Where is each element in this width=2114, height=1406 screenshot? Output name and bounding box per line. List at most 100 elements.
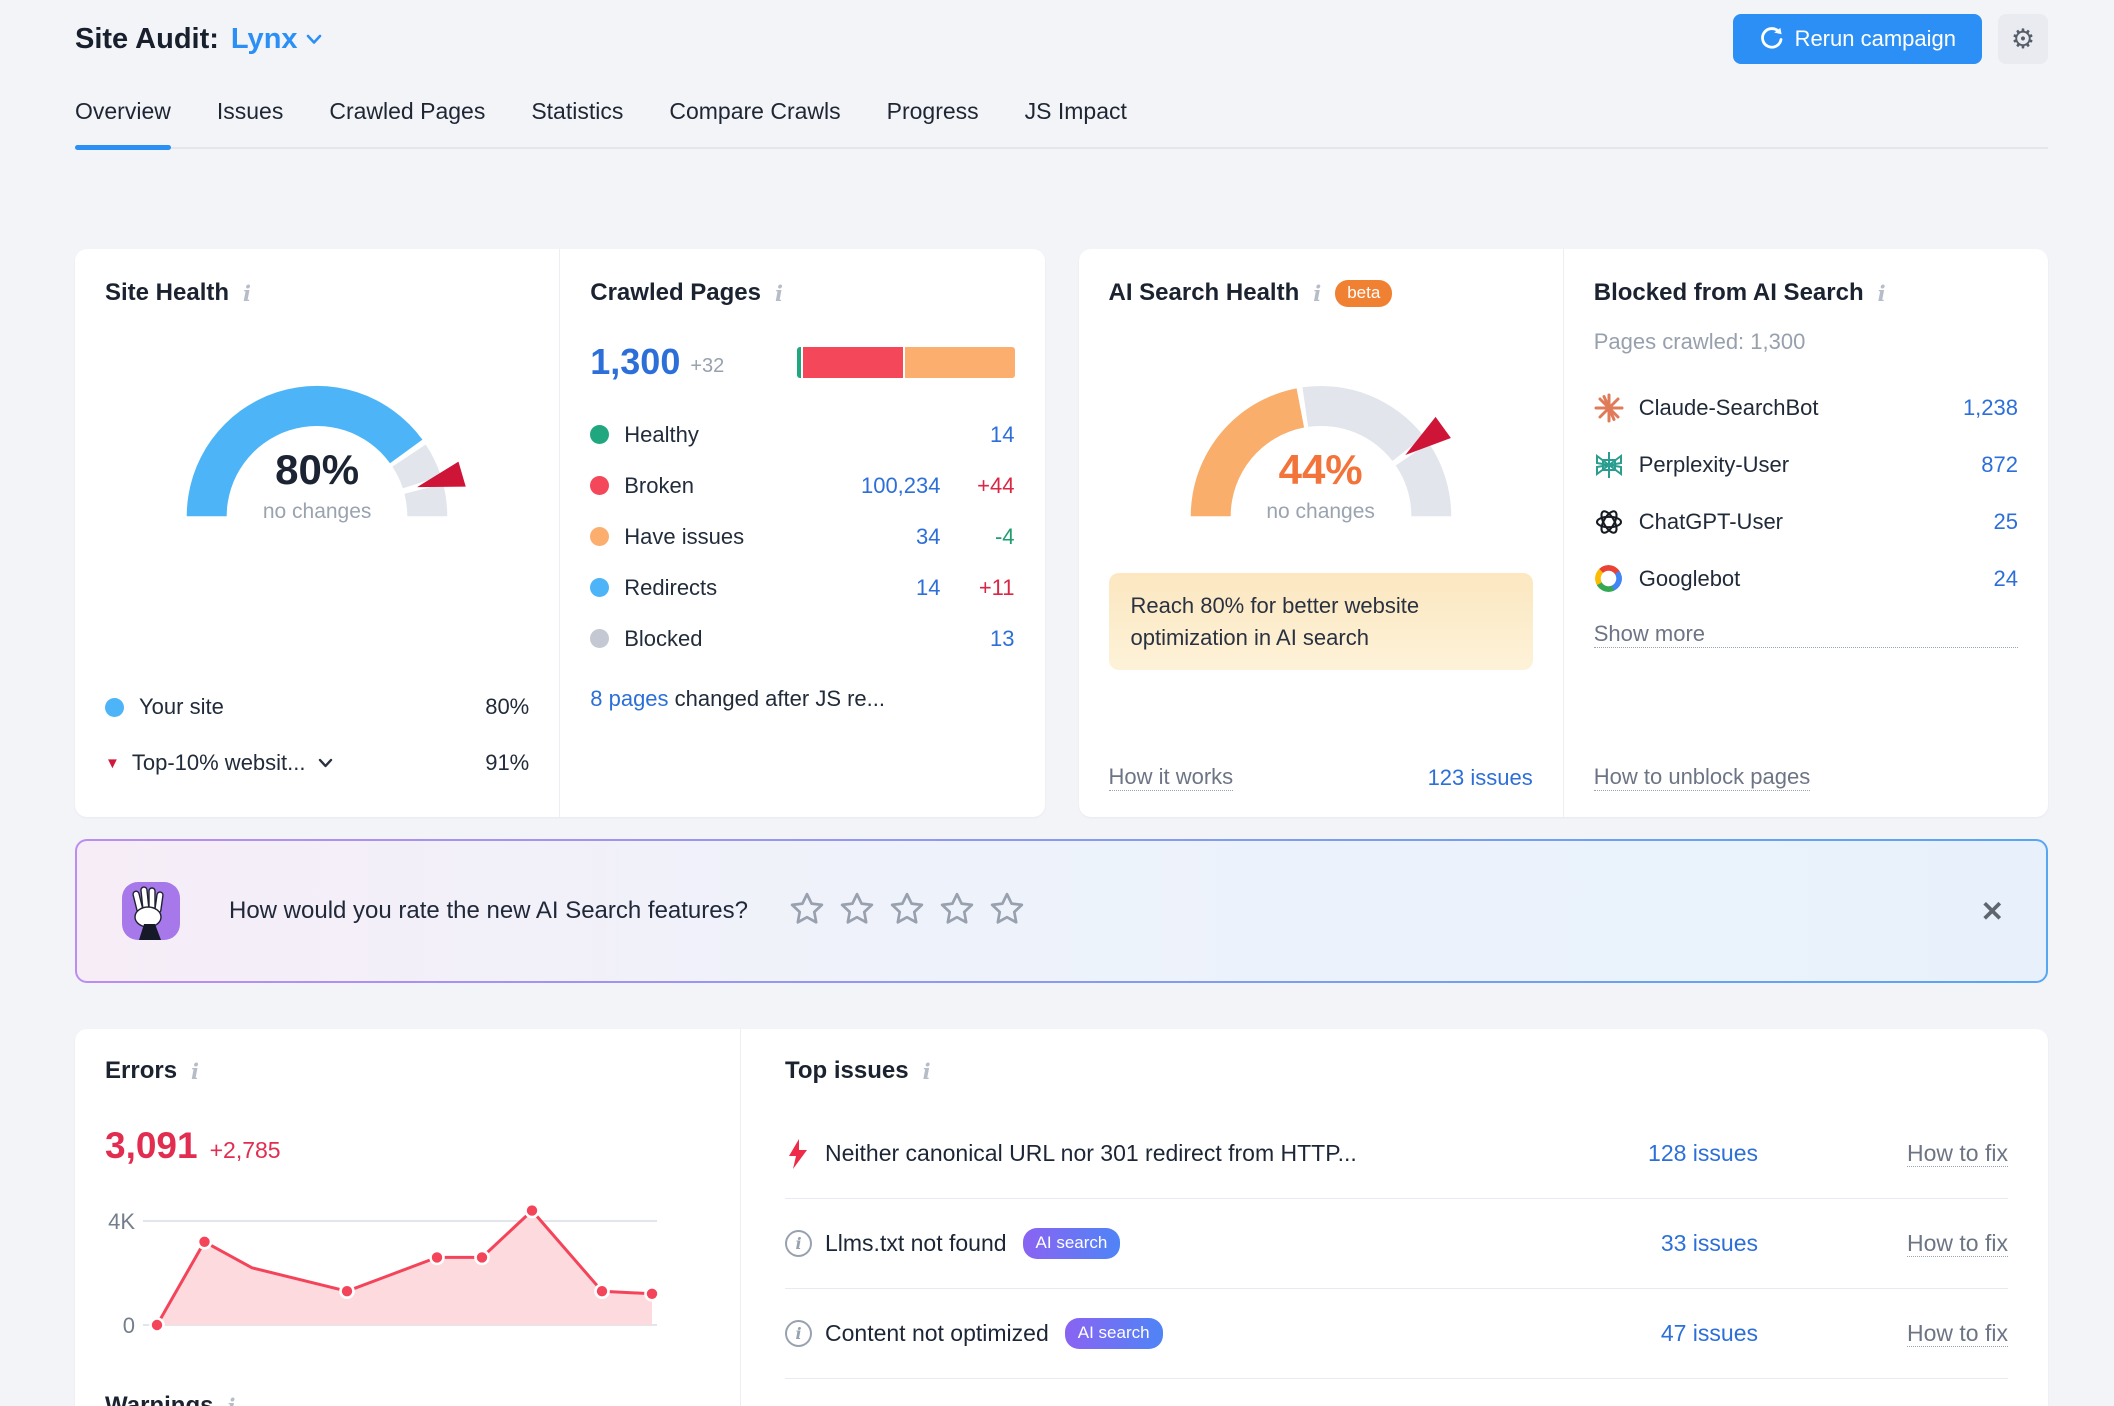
issue-row-canonical: Neither canonical URL nor 301 redirect f… [785, 1109, 2008, 1199]
bot-row-googlebot: Googlebot 24 [1594, 550, 2018, 607]
errors-card: Errors i 3,091 +2,785 4K 0 Warnings i [75, 1029, 740, 1406]
tab-issues[interactable]: Issues [216, 98, 284, 124]
top-issues-card: Top issues i Neither canonical URL nor 3… [741, 1029, 2048, 1406]
rerun-campaign-button[interactable]: Rerun campaign [1732, 14, 1982, 64]
settings-button[interactable]: ⚙ [1998, 14, 2048, 64]
googlebot-icon [1594, 564, 1624, 594]
pages-crawled-subtitle: Pages crawled: 1,300 [1593, 329, 1806, 354]
issue-text: Content not optimized [825, 1320, 1049, 1346]
stat-row-blocked: Blocked 13 [590, 613, 1015, 664]
stat-row-healthy: Healthy 14 [590, 409, 1015, 460]
chevron-down-icon [318, 758, 332, 768]
tab-statistics[interactable]: Statistics [531, 98, 624, 124]
error-lightning-icon [785, 1138, 825, 1170]
star-icon[interactable] [838, 890, 876, 933]
show-more-link[interactable]: Show more [1593, 621, 2018, 648]
tab-crawled-pages[interactable]: Crawled Pages [329, 98, 486, 124]
bot-name: Claude-SearchBot [1638, 394, 1819, 420]
bot-row-claude: Claude-SearchBot 1,238 [1594, 379, 2018, 436]
chevron-down-icon [306, 34, 321, 44]
stat-label: Redirects [624, 574, 718, 600]
ai-search-badge: AI search [1022, 1228, 1121, 1259]
tab-bar: Overview Issues Crawled Pages Statistics… [75, 98, 2048, 150]
refresh-icon [1760, 27, 1782, 49]
stat-value-link[interactable]: 100,234 [860, 472, 941, 498]
info-icon[interactable]: i [1313, 280, 1322, 306]
bot-count-link[interactable]: 872 [1981, 451, 2018, 477]
summary-cards: Site Health i 80% no changes Your site 8… [75, 249, 2048, 817]
bot-count-link[interactable]: 1,238 [1962, 394, 2018, 420]
tab-overview[interactable]: Overview [75, 98, 171, 150]
broken-dot [590, 476, 610, 495]
stat-row-have-issues: Have issues 34 -4 [590, 511, 1015, 562]
stat-delta: +11 [978, 574, 1015, 600]
divider [1562, 249, 1564, 817]
star-icon[interactable] [988, 890, 1026, 933]
how-to-fix-link[interactable]: How to fix [1907, 1230, 2008, 1257]
info-icon[interactable]: i [1877, 280, 1886, 306]
ai-health-notice: Reach 80% for better website optimizatio… [1108, 572, 1533, 671]
bot-count-link[interactable]: 24 [1993, 565, 2018, 591]
have-issues-dot [590, 527, 610, 546]
errors-trend-chart: 4K 0 [105, 1195, 710, 1352]
project-selector[interactable]: Lynx [231, 23, 322, 56]
info-icon[interactable]: i [775, 280, 783, 306]
stat-label: Blocked [624, 625, 703, 651]
info-icon[interactable]: i [227, 1393, 236, 1406]
ai-issues-link[interactable]: 123 issues [1427, 764, 1533, 790]
gear-icon: ⚙ [2010, 24, 2036, 54]
stat-value-link[interactable]: 14 [990, 421, 1015, 447]
benchmark-marker-icon: ▼ [105, 754, 120, 772]
star-icon[interactable] [788, 890, 826, 933]
stat-label: Broken [624, 472, 694, 498]
blocked-dot [590, 629, 610, 648]
rating-question: How would you rate the new AI Search fea… [229, 897, 748, 924]
stat-label: Have issues [624, 523, 745, 549]
benchmark-selector[interactable]: Top-10% websit... [132, 750, 485, 776]
errors-title: Errors [105, 1057, 178, 1084]
footnote-text: changed after JS re... [668, 686, 886, 711]
stat-value-link[interactable]: 13 [990, 625, 1015, 651]
bot-count-link[interactable]: 25 [1993, 508, 2018, 534]
blocked-bots-list: Claude-SearchBot 1,238 Perplexity-User 8… [1594, 379, 2018, 607]
site-health-card: Site Health i 80% no changes Your site 8… [75, 249, 559, 817]
stat-row-broken: Broken 100,234 +44 [590, 460, 1015, 511]
blocked-from-ai-card: Blocked from AI Search i Pages crawled: … [1564, 249, 2048, 817]
panel-ai-search: AI Search Health i beta 44% no changes R… [1078, 249, 2048, 817]
info-icon[interactable]: i [243, 280, 252, 306]
how-it-works-link[interactable]: How it works [1108, 764, 1234, 791]
crawled-total: 1,300 [590, 341, 681, 382]
page-title: Site Audit: [75, 22, 219, 55]
tab-js-impact[interactable]: JS Impact [1024, 98, 1127, 124]
tab-progress[interactable]: Progress [886, 98, 979, 124]
close-icon[interactable]: ✕ [1980, 895, 2004, 927]
crawled-pages-title: Crawled Pages [590, 279, 761, 306]
stat-delta: -4 [994, 523, 1015, 549]
legend-row-benchmark: ▼ Top-10% websit... 91% [105, 735, 529, 791]
how-to-unblock-link[interactable]: How to unblock pages [1593, 764, 1811, 791]
info-icon[interactable]: i [922, 1058, 931, 1084]
site-health-legend: Your site 80% ▼ Top-10% websit... 91% [105, 679, 529, 791]
star-icon[interactable] [938, 890, 976, 933]
svg-text:4K: 4K [108, 1209, 135, 1234]
issue-count-link[interactable]: 128 issues [1648, 1140, 1758, 1166]
tab-compare-crawls[interactable]: Compare Crawls [669, 98, 841, 124]
pages-changed-link[interactable]: 8 pages [590, 686, 669, 711]
how-to-fix-link[interactable]: How to fix [1907, 1140, 2008, 1167]
crawled-pages-card: Crawled Pages i 1,300 +32 Healthy 14 [560, 249, 1044, 817]
how-to-fix-link[interactable]: How to fix [1907, 1320, 2008, 1347]
issue-count-link[interactable]: 47 issues [1660, 1320, 1758, 1346]
stat-value-link[interactable]: 14 [916, 574, 941, 600]
ai-health-gauge: 44% no changes [1156, 353, 1486, 539]
star-icon[interactable] [888, 890, 926, 933]
stat-value-link[interactable]: 34 [916, 523, 941, 549]
ai-health-value: 44% [1278, 445, 1363, 493]
issue-count-link[interactable]: 33 issues [1660, 1230, 1758, 1256]
benchmark-label: Top-10% websit... [131, 750, 306, 775]
info-icon[interactable]: i [191, 1058, 200, 1084]
rating-banner: How would you rate the new AI Search fea… [75, 839, 2048, 983]
project-name: Lynx [230, 22, 298, 55]
site-health-change: no changes [262, 499, 372, 523]
warnings-title: Warnings [105, 1392, 214, 1406]
